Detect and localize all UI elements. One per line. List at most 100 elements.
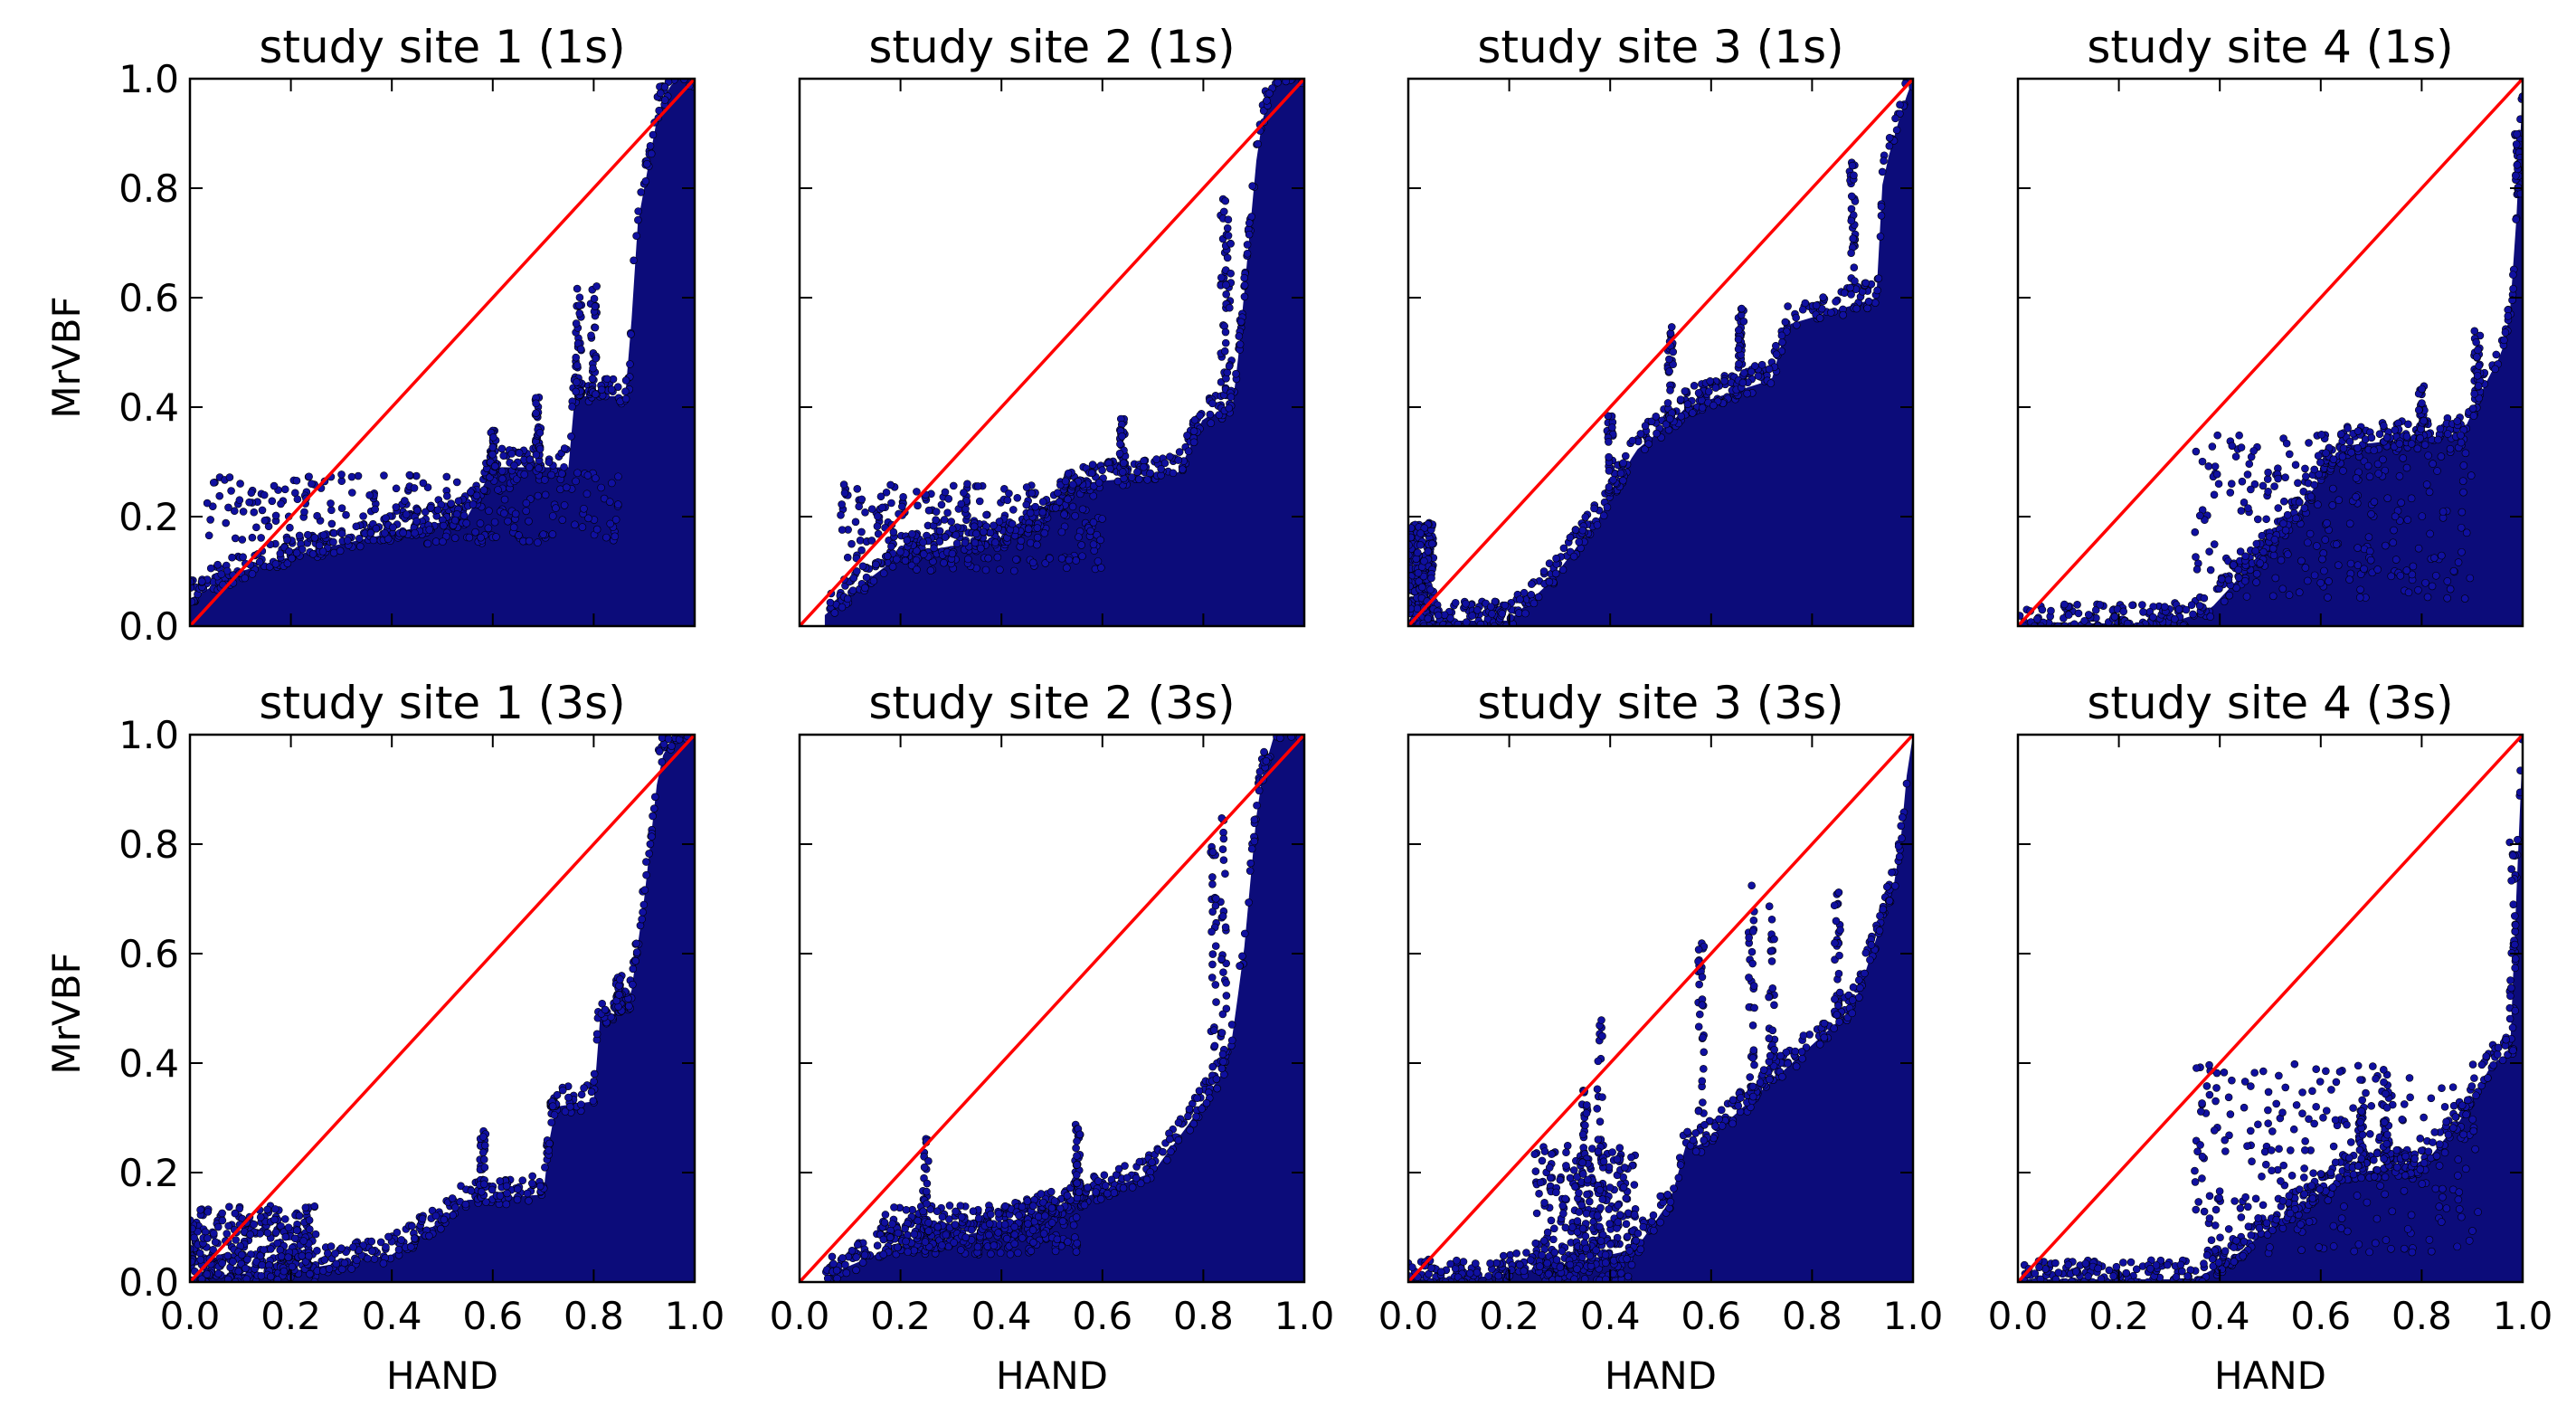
scatter-point [2277,556,2286,565]
scatter-point [2192,553,2200,561]
scatter-point [206,564,215,573]
scatter-point [2258,531,2267,540]
scatter-point [545,458,554,467]
scatter-point [2470,389,2478,398]
scatter-point [587,331,595,340]
scatter-point [567,432,575,441]
scatter-point [2338,452,2347,461]
scatter-point [2310,571,2319,580]
scatter-point [2418,512,2427,520]
scatter-point [1743,389,1751,398]
scatter-point [2453,417,2462,425]
scatter-point [286,523,294,532]
scatter-point [1907,71,1914,78]
scatter-point [1641,445,1649,454]
scatter-point [1711,384,1720,392]
scatter-point [1221,923,1230,932]
scatter-point [1010,1240,1018,1248]
scatter-point [589,364,597,373]
scatter-point [1221,328,1230,337]
scatter-point [421,508,430,517]
scatter-point [504,517,512,526]
scatter-point [2373,565,2382,574]
scatter-point [560,501,569,509]
scatter-point [2345,575,2353,584]
scatter-point [2397,499,2405,507]
point-mass-region [1408,735,1913,1282]
scatter-point [937,500,946,509]
scatter-point [2473,371,2482,380]
scatter-point [1224,232,1233,240]
scatter-point [2192,565,2202,574]
scatter-point [987,1210,995,1219]
scatter-point [2469,412,2478,420]
scatter-point [327,499,335,508]
figure-ylabel-bottom: MrVBF [44,952,89,1074]
scatter-point [627,330,635,338]
scatter-point [1018,1233,1027,1242]
scatter-point [1080,1201,1089,1210]
scatter-point [2434,435,2442,444]
scatter-point [2408,570,2417,579]
scatter-point [2365,472,2374,481]
scatter-point [592,354,600,363]
scatter-point [919,550,928,558]
scatter-point [380,471,388,480]
scatter-point [548,530,557,538]
scatter-point [890,1203,898,1211]
scatter-point [397,1236,405,1244]
scatter-point [1434,611,1443,620]
scatter-point [1662,420,1671,429]
scatter-point [672,717,679,725]
scatter-point [1096,536,1104,545]
scatter-point [1009,566,1018,575]
scatter-point [2210,490,2219,499]
scatter-point [1766,379,1776,387]
scatter-point [1665,367,1673,375]
scatter-point [1057,554,1066,563]
scatter-point [242,1275,251,1282]
scatter-point [670,723,677,730]
scatter-point [1581,513,1590,521]
scatter-point [209,479,218,487]
reference-line [800,79,1304,626]
scatter-point [2355,594,2364,602]
scatter-point [640,886,649,895]
scatter-point [952,531,961,539]
scatter-point [1118,468,1127,477]
scatter-point [1213,1084,1221,1093]
scatter-point [478,1148,488,1157]
scatter-point [857,546,866,555]
scatter-point [1078,552,1086,561]
scatter-point [260,516,270,525]
scatter-point [1616,469,1625,478]
y-tick-label: 0.8 [118,822,179,867]
scatter-point [626,360,634,368]
scatter-point [1847,249,1855,257]
scatter-point [560,444,569,452]
scatter-point [935,537,944,546]
scatter-point [1666,386,1674,394]
y-tick-label: 0.8 [118,166,179,211]
scatter-point [606,519,615,528]
scatter-point [1103,1189,1112,1198]
scatter-point [1265,90,1274,98]
scatter-point [1781,318,1790,327]
scatter-point [2399,454,2408,462]
scatter-point [1162,1155,1171,1164]
scatter-point [1221,338,1230,347]
scatter-point [488,1185,497,1194]
scatter-point [2259,547,2268,556]
scatter-point [838,603,847,612]
scatter-point [1892,126,1901,135]
scatter-point [852,567,861,575]
x-tick-label: 0.8 [564,1294,624,1338]
scatter-point [994,1229,1002,1237]
scatter-point [2119,607,2128,616]
scatter-point [944,495,953,503]
scatter-point [672,727,679,734]
scatter-point [893,555,901,564]
scatter-point [837,511,845,519]
panel-title: study site 3 (1s) [1477,21,1843,73]
